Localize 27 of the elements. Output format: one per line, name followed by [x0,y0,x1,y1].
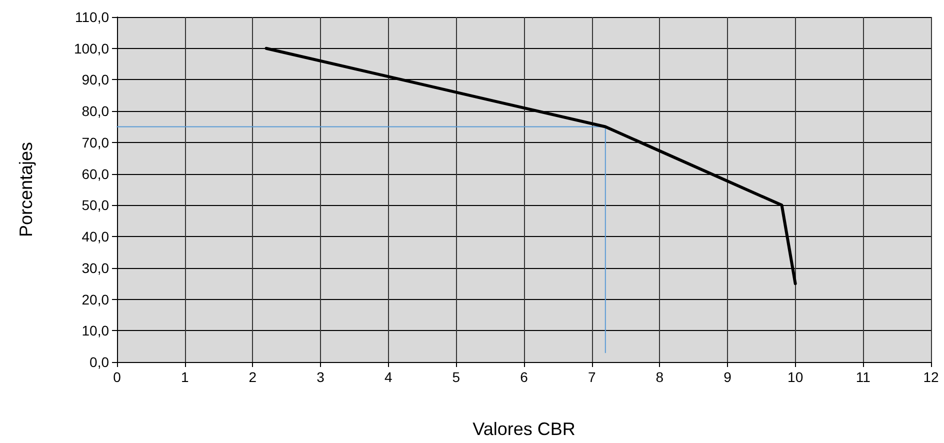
y-tick-label: 110,0 [75,9,110,25]
x-tick-label: 1 [180,369,189,385]
x-tick-label: 10 [788,369,804,385]
y-tick-label: 30,0 [82,260,110,276]
y-tick-label: 10,0 [82,322,110,339]
y-tick-label: 100,0 [74,40,110,56]
y-tick-label: 80,0 [82,103,110,120]
y-tick-label: 0,0 [90,354,110,370]
y-tick-label: 40,0 [82,228,110,245]
x-tick-label: 11 [856,369,871,385]
x-tick-label: 4 [384,369,392,385]
y-tick-label: 50,0 [82,197,110,214]
x-tick-label: 0 [113,369,122,385]
y-tick-label: 90,0 [82,72,110,88]
x-tick-label: 9 [724,369,732,385]
y-tick-label: 20,0 [82,291,110,308]
x-tick-label: 5 [452,369,460,385]
x-axis-title: Valores CBR [472,419,576,439]
x-tick-label: 8 [656,369,664,385]
x-tick-label: 12 [923,369,939,385]
x-tick-label: 6 [520,369,528,385]
y-tick-label: 70,0 [82,134,110,150]
y-tick-label: 60,0 [82,166,110,182]
x-tick-label: 3 [316,369,325,385]
x-tick-label: 7 [588,369,596,385]
x-tick-label: 2 [248,369,257,385]
y-axis-title: Porcentajes [16,142,36,238]
